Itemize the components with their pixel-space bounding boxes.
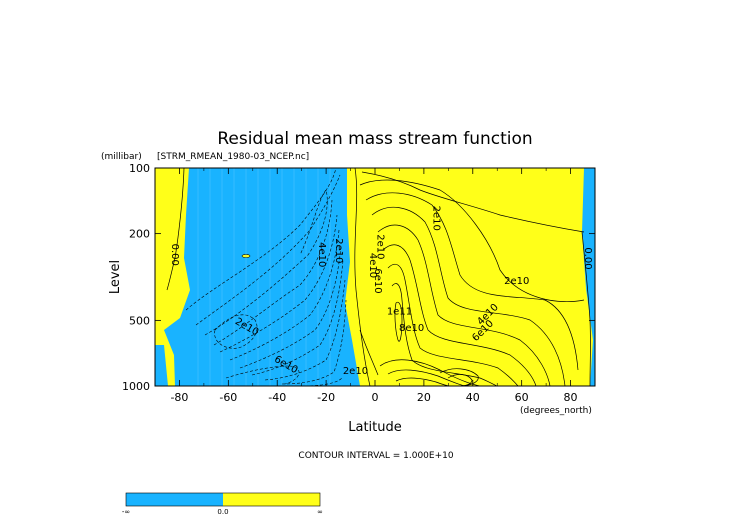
colorbar-negative bbox=[126, 493, 223, 506]
negative-fill-east bbox=[582, 168, 595, 386]
negative-fill bbox=[164, 168, 360, 386]
contour-label: 2e10 bbox=[504, 276, 529, 287]
negative-fill-corner bbox=[155, 345, 168, 386]
y-tick-label: 200 bbox=[129, 228, 150, 241]
x-tick-label: 40 bbox=[466, 391, 480, 404]
x-tick-label: -40 bbox=[268, 391, 286, 404]
colorbar-tick-max: ∞ bbox=[317, 508, 323, 516]
contour-interval-note: CONTOUR INTERVAL = 1.000E+10 bbox=[298, 451, 453, 461]
x-tick-label: 80 bbox=[564, 391, 578, 404]
contour-label: 4e10 bbox=[367, 253, 378, 278]
contour-label: 0.00 bbox=[582, 247, 593, 269]
y-tick-label: 500 bbox=[129, 314, 150, 327]
contour-label: 4e10 bbox=[316, 242, 327, 267]
dataset-label: [STRM_RMEAN_1980-03_NCEP.nc] bbox=[157, 152, 309, 162]
negative-contours bbox=[185, 168, 347, 386]
contour-label: 2e10 bbox=[374, 234, 385, 259]
contour-label: 1e11 bbox=[387, 307, 412, 318]
contour-label: 2e10 bbox=[431, 206, 442, 231]
y-axis: 100 200 500 1000 bbox=[122, 162, 595, 393]
y-tick-label: 1000 bbox=[122, 380, 150, 393]
x-tick-label: -60 bbox=[219, 391, 237, 404]
x-tick-label: -80 bbox=[170, 391, 188, 404]
chart-title: Residual mean mass stream function bbox=[217, 129, 532, 149]
x-units-label: (degrees_north) bbox=[520, 406, 592, 416]
y-axis-label: Level bbox=[108, 260, 123, 294]
positive-contours bbox=[166, 168, 591, 386]
contour-label: 6e10 bbox=[372, 268, 383, 293]
x-axis: -80 -60 -40 -20 0 20 40 60 80 bbox=[154, 168, 596, 404]
colorbar-tick-zero: 0.0 bbox=[217, 508, 228, 516]
x-tick-label: 60 bbox=[515, 391, 529, 404]
contour-label: 2e10 bbox=[333, 238, 344, 263]
x-axis-label: Latitude bbox=[348, 420, 402, 435]
x-tick-label: 20 bbox=[417, 391, 431, 404]
contour-label: 8e10 bbox=[399, 323, 424, 334]
y-units-label: (millibar) bbox=[101, 152, 142, 162]
contour-label: 0.00 bbox=[169, 244, 180, 266]
x-tick-label: -20 bbox=[317, 391, 335, 404]
x-tick-label: 0 bbox=[372, 391, 379, 404]
colorbar-tick-min: -∞ bbox=[122, 508, 130, 516]
contour-label: 2e10 bbox=[343, 366, 368, 377]
colorbar-positive bbox=[223, 493, 320, 506]
y-tick-label: 100 bbox=[129, 162, 150, 175]
colorbar: -∞ 0.0 ∞ bbox=[122, 492, 323, 516]
colorbar-frame bbox=[125, 492, 321, 507]
